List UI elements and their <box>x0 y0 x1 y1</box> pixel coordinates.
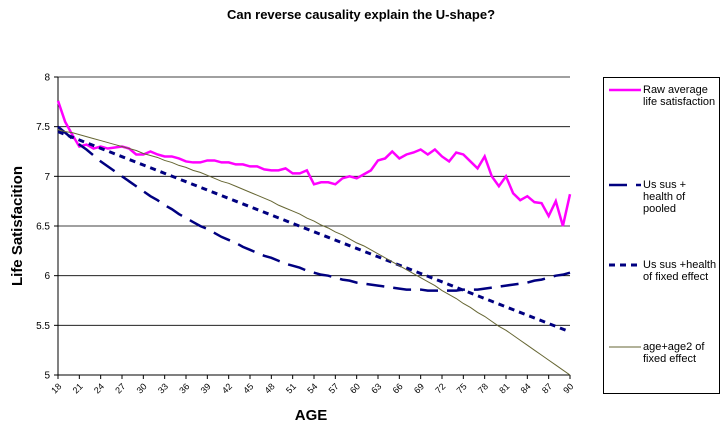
x-tick-label: 45 <box>241 381 255 395</box>
x-axis-label: AGE <box>295 407 328 424</box>
legend-swatch <box>609 183 641 187</box>
legend-label: age+age2 of fixed effect <box>643 341 705 365</box>
x-tick-label: 66 <box>391 381 405 395</box>
y-tick-label: 5 <box>44 371 50 382</box>
x-tick-label: 78 <box>476 381 490 395</box>
x-tick-label: 84 <box>519 381 533 395</box>
legend-label: Us sus +health of fixed effect <box>643 259 717 283</box>
legend-swatch <box>609 346 641 348</box>
y-tick-label: 7.5 <box>36 122 50 133</box>
legend-swatch <box>609 88 641 92</box>
legend: Raw average life satisfaction Us sus + he… <box>603 77 720 394</box>
x-tick-label: 63 <box>369 381 383 395</box>
y-axis-label: Life Satisfacition <box>9 166 26 286</box>
x-tick-label: 90 <box>561 381 575 395</box>
legend-label: Raw average life satisfaction <box>643 84 716 108</box>
y-tick-label: 5.5 <box>36 321 50 332</box>
legend-label: Us sus + health of pooled <box>643 179 687 215</box>
x-tick-label: 36 <box>177 381 191 395</box>
y-tick-label: 6.5 <box>36 222 50 233</box>
y-tick-label: 6 <box>44 271 50 282</box>
x-tick-label: 51 <box>284 381 298 395</box>
x-tick-label: 30 <box>135 381 149 395</box>
y-tick-label: 7 <box>44 172 50 183</box>
chart-title: Can reverse causality explain the U-shap… <box>227 7 495 22</box>
x-tick-label: 48 <box>263 381 277 395</box>
series-line <box>56 100 572 227</box>
x-tick-label: 39 <box>199 381 213 395</box>
x-tick-label: 60 <box>348 381 362 395</box>
series-line <box>57 125 571 292</box>
x-tick-label: 72 <box>433 381 447 395</box>
series-line <box>57 129 571 376</box>
x-tick-label: 87 <box>540 381 554 395</box>
x-tick-label: 18 <box>49 381 63 395</box>
x-tick-label: 57 <box>327 381 341 395</box>
x-tick-label: 21 <box>71 381 85 395</box>
x-tick-label: 69 <box>412 381 426 395</box>
x-tick-label: 27 <box>113 381 127 395</box>
x-tick-label: 24 <box>92 381 106 395</box>
x-tick-label: 81 <box>497 381 511 395</box>
y-tick-label: 8 <box>44 73 50 84</box>
x-tick-label: 42 <box>220 381 234 395</box>
series-line <box>57 130 571 334</box>
x-tick-label: 33 <box>156 381 170 395</box>
x-tick-label: 75 <box>455 381 469 395</box>
legend-swatch <box>609 263 641 267</box>
x-tick-label: 54 <box>305 381 319 395</box>
